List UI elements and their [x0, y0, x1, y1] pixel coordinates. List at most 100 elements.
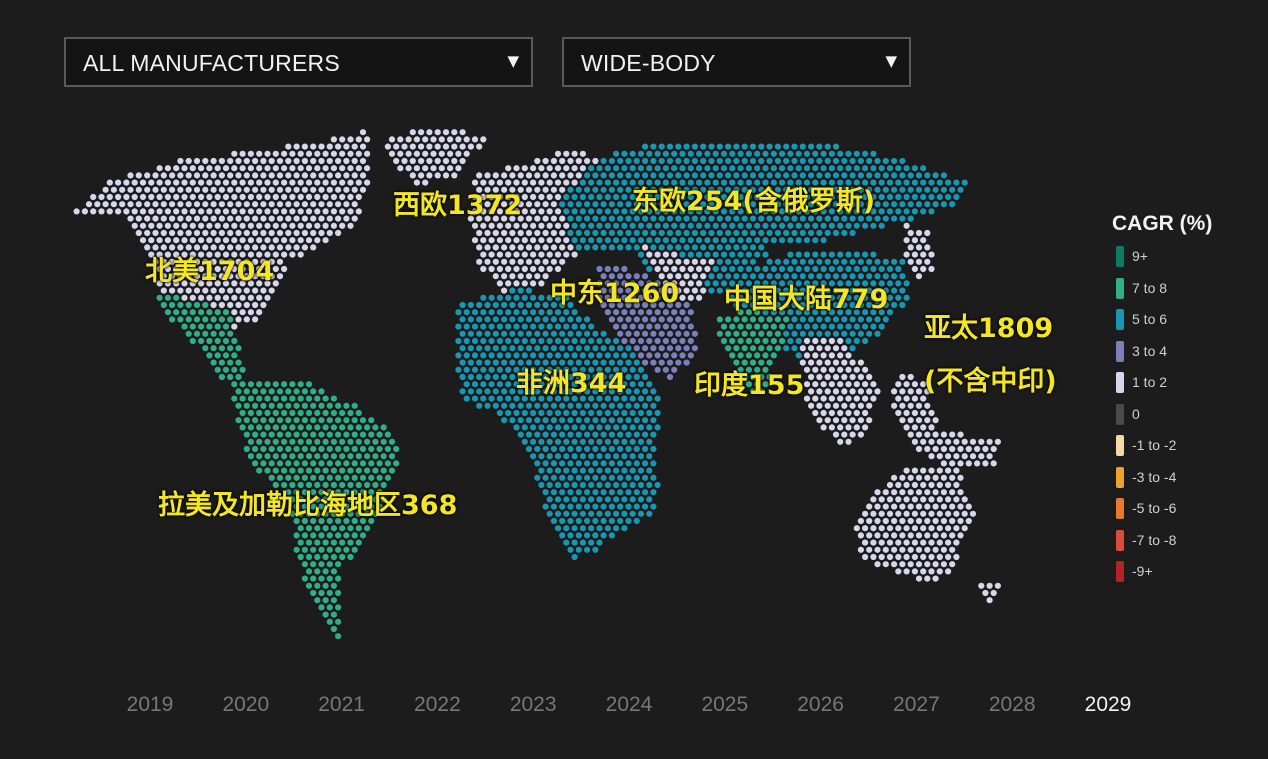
map-dot [584, 532, 591, 539]
map-dot [845, 294, 852, 301]
region-label-middle-east: 中东1260 [550, 278, 680, 309]
map-dot [621, 150, 628, 157]
map-dot [650, 143, 657, 150]
map-dot [625, 287, 632, 294]
timeline-year[interactable]: 2029 [1084, 693, 1132, 716]
map-dot [335, 201, 342, 208]
map-dot [252, 186, 259, 193]
map-dot [252, 301, 259, 309]
map-dot [907, 201, 914, 208]
map-dot [588, 208, 595, 215]
map-dot [737, 165, 744, 172]
timeline-year[interactable]: 2022 [414, 693, 461, 716]
map-dot [198, 280, 205, 287]
map-dot [862, 208, 869, 215]
map-dot [198, 309, 205, 316]
map-dot [808, 172, 815, 179]
map-dot [608, 388, 616, 395]
map-dot [704, 251, 711, 258]
map-dot [550, 388, 558, 395]
map-dot [617, 186, 624, 193]
map-dot [384, 460, 391, 467]
timeline-year[interactable]: 2019 [126, 693, 174, 716]
map-dot [675, 186, 682, 193]
timeline-year[interactable]: 2025 [701, 693, 749, 716]
map-dot [762, 294, 769, 301]
map-dot [774, 229, 782, 237]
map-dot [177, 186, 184, 193]
map-dot [559, 215, 566, 222]
map-dot [961, 438, 968, 445]
map-dot [347, 481, 354, 489]
map-dot [305, 496, 313, 503]
map-dot [870, 165, 877, 172]
map-dot [733, 345, 740, 352]
timeline-year[interactable]: 2023 [509, 693, 557, 716]
map-dot [463, 150, 470, 157]
legend-label: -7 to -8 [1132, 531, 1177, 548]
map-dot [297, 481, 304, 489]
map-dot [305, 453, 313, 460]
map-dot [708, 273, 715, 280]
map-dot [579, 366, 587, 373]
map-dot [637, 510, 645, 517]
map-dot [193, 258, 201, 265]
map-dot [310, 143, 317, 150]
map-dot [297, 222, 304, 229]
map-dot [687, 352, 694, 359]
map-dot [264, 438, 271, 445]
year-timeline[interactable]: 2019 2020 2021 2022 2023 2024 2025 2026 2027 2028… [0, 693, 1268, 723]
map-dot [471, 237, 479, 244]
map-dot [729, 237, 736, 244]
map-dot [563, 222, 570, 229]
map-dot [907, 417, 914, 424]
timeline-year[interactable]: 2020 [222, 693, 270, 716]
map-dot [330, 179, 337, 186]
map-dot [679, 193, 686, 201]
map-dot [808, 229, 815, 237]
timeline-year[interactable]: 2026 [797, 693, 844, 716]
timeline-year[interactable]: 2024 [605, 693, 653, 716]
map-dot [828, 179, 836, 186]
map-dot [915, 431, 923, 438]
map-dot [625, 417, 632, 424]
map-dot [480, 222, 487, 229]
map-dot [961, 525, 968, 532]
map-dot [745, 237, 753, 244]
map-dot [314, 525, 321, 532]
body-type-dropdown[interactable]: WIDE-BODY ▼ [562, 37, 911, 87]
map-dot [974, 460, 981, 467]
map-dot [596, 438, 603, 445]
map-dot [924, 388, 931, 395]
map-dot [563, 395, 570, 402]
map-dot [824, 417, 831, 424]
map-dot [243, 258, 250, 265]
map-dot [820, 208, 827, 215]
map-dot [633, 172, 640, 179]
timeline-year[interactable]: 2021 [318, 693, 365, 716]
timeline-year[interactable]: 2028 [988, 693, 1036, 716]
map-dot [164, 265, 171, 273]
map-dot [542, 359, 549, 366]
map-dot [106, 179, 113, 186]
map-dot [409, 157, 416, 165]
map-dot [870, 539, 877, 546]
map-dot [882, 546, 889, 553]
map-dot [737, 150, 744, 157]
map-dot [343, 517, 350, 525]
map-dot [824, 215, 831, 222]
map-dot [496, 222, 503, 229]
map-dot [828, 323, 836, 330]
timeline-year[interactable]: 2027 [893, 693, 940, 716]
map-dot [608, 316, 616, 323]
map-dot [268, 244, 275, 251]
manufacturer-dropdown[interactable]: ALL MANUFACTURERS ▼ [64, 37, 533, 87]
map-dot [301, 388, 308, 395]
map-dot [281, 453, 288, 460]
map-dot [650, 258, 657, 265]
map-dot [501, 273, 508, 280]
map-dot [725, 201, 732, 208]
map-dot [505, 208, 512, 215]
map-dot [899, 273, 906, 280]
map-dot [530, 453, 537, 460]
